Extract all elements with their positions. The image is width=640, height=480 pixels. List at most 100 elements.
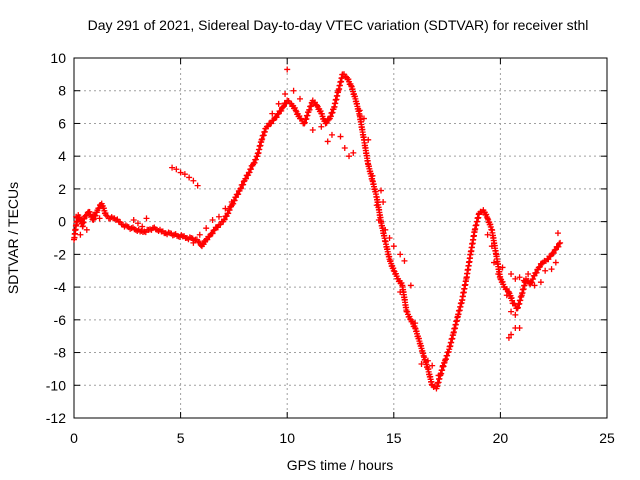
data-point — [411, 323, 418, 330]
y-axis-label: SDTVAR / TECUs — [5, 182, 21, 294]
data-point — [418, 361, 425, 367]
data-point — [386, 235, 393, 241]
data-point — [435, 372, 442, 379]
data-point — [516, 325, 523, 331]
data-point — [253, 153, 260, 160]
data-point — [194, 182, 201, 189]
data-point — [412, 320, 419, 327]
data-point — [512, 311, 519, 318]
y-tick-label: 4 — [58, 148, 66, 164]
data-point — [360, 115, 367, 122]
data-point — [174, 232, 181, 239]
data-point — [317, 108, 324, 115]
data-point — [203, 225, 210, 232]
data-point — [557, 239, 564, 246]
data-point — [291, 104, 298, 111]
data-point — [531, 282, 538, 289]
data-point — [554, 230, 561, 237]
data-point — [83, 212, 90, 219]
data-point — [200, 241, 207, 248]
data-point — [488, 243, 495, 250]
data-point — [73, 213, 80, 220]
chart-title: Day 291 of 2021, Sidereal Day-to-day VTE… — [88, 17, 589, 33]
y-tick-label: 8 — [58, 83, 66, 99]
data-point — [525, 271, 532, 277]
data-point — [334, 89, 341, 96]
y-tick-label: 0 — [58, 214, 66, 230]
data-point — [508, 308, 515, 315]
data-point — [274, 111, 281, 118]
data-point — [397, 251, 404, 258]
data-point — [552, 259, 559, 266]
data-point — [196, 231, 203, 238]
data-point — [365, 136, 372, 143]
data-point — [96, 215, 103, 222]
data-point — [424, 357, 431, 364]
data-point — [373, 193, 380, 200]
data-point — [130, 217, 137, 223]
plot-frame — [73, 57, 608, 419]
data-point — [542, 267, 549, 274]
data-point — [337, 133, 344, 140]
data-point — [382, 226, 389, 233]
y-tick-label: 2 — [58, 181, 66, 197]
y-tick-label: -6 — [54, 312, 67, 328]
data-point — [190, 177, 197, 184]
y-tick-label: -12 — [46, 410, 66, 426]
y-tick-label: -8 — [54, 345, 67, 361]
data-point — [548, 266, 555, 273]
data-point — [273, 114, 280, 121]
data-point — [284, 66, 291, 73]
data-point — [235, 191, 242, 198]
data-point — [324, 138, 331, 145]
data-point — [90, 212, 97, 219]
data-point — [280, 103, 287, 110]
data-point — [420, 350, 427, 357]
data-point — [533, 269, 540, 276]
data-point — [114, 216, 121, 223]
data-point — [268, 120, 275, 127]
data-point — [346, 153, 353, 160]
data-point — [221, 216, 228, 223]
data-point — [551, 247, 558, 254]
data-point — [350, 149, 357, 156]
data-point — [505, 334, 512, 341]
data-point — [228, 199, 235, 205]
data-point — [373, 202, 380, 209]
data-point — [161, 230, 168, 237]
y-tick-label: -4 — [54, 279, 67, 295]
data-point — [503, 292, 510, 299]
data-point — [508, 331, 515, 338]
data-point — [547, 253, 554, 260]
data-point — [206, 233, 213, 240]
data-point — [318, 123, 325, 130]
data-point — [450, 331, 457, 338]
data-point — [555, 243, 562, 250]
data-point — [415, 335, 422, 342]
data-point — [545, 256, 552, 263]
data-point — [165, 229, 172, 236]
data-point — [290, 87, 297, 94]
data-point — [139, 223, 146, 230]
y-axis: -12 -10 -8 -6 -4 -2 0 2 4 6 8 10 — [46, 50, 607, 426]
data-point — [209, 217, 216, 223]
x-axis-label: GPS time / hours — [287, 457, 394, 473]
data-point — [356, 107, 363, 114]
data-point — [369, 172, 376, 179]
data-point — [495, 271, 502, 277]
data-point — [401, 257, 408, 264]
data-point — [265, 123, 272, 130]
data-point — [471, 228, 478, 235]
data-point — [269, 110, 276, 117]
data-point — [135, 226, 142, 233]
data-point — [439, 362, 446, 369]
x-tick-label: 20 — [493, 430, 509, 446]
data-point — [378, 187, 385, 194]
data-point — [530, 275, 537, 282]
data-point — [93, 209, 100, 216]
data-point — [251, 159, 258, 166]
data-point — [134, 220, 141, 227]
data-point — [108, 214, 115, 221]
data-point — [536, 263, 543, 270]
data-point — [252, 156, 259, 163]
